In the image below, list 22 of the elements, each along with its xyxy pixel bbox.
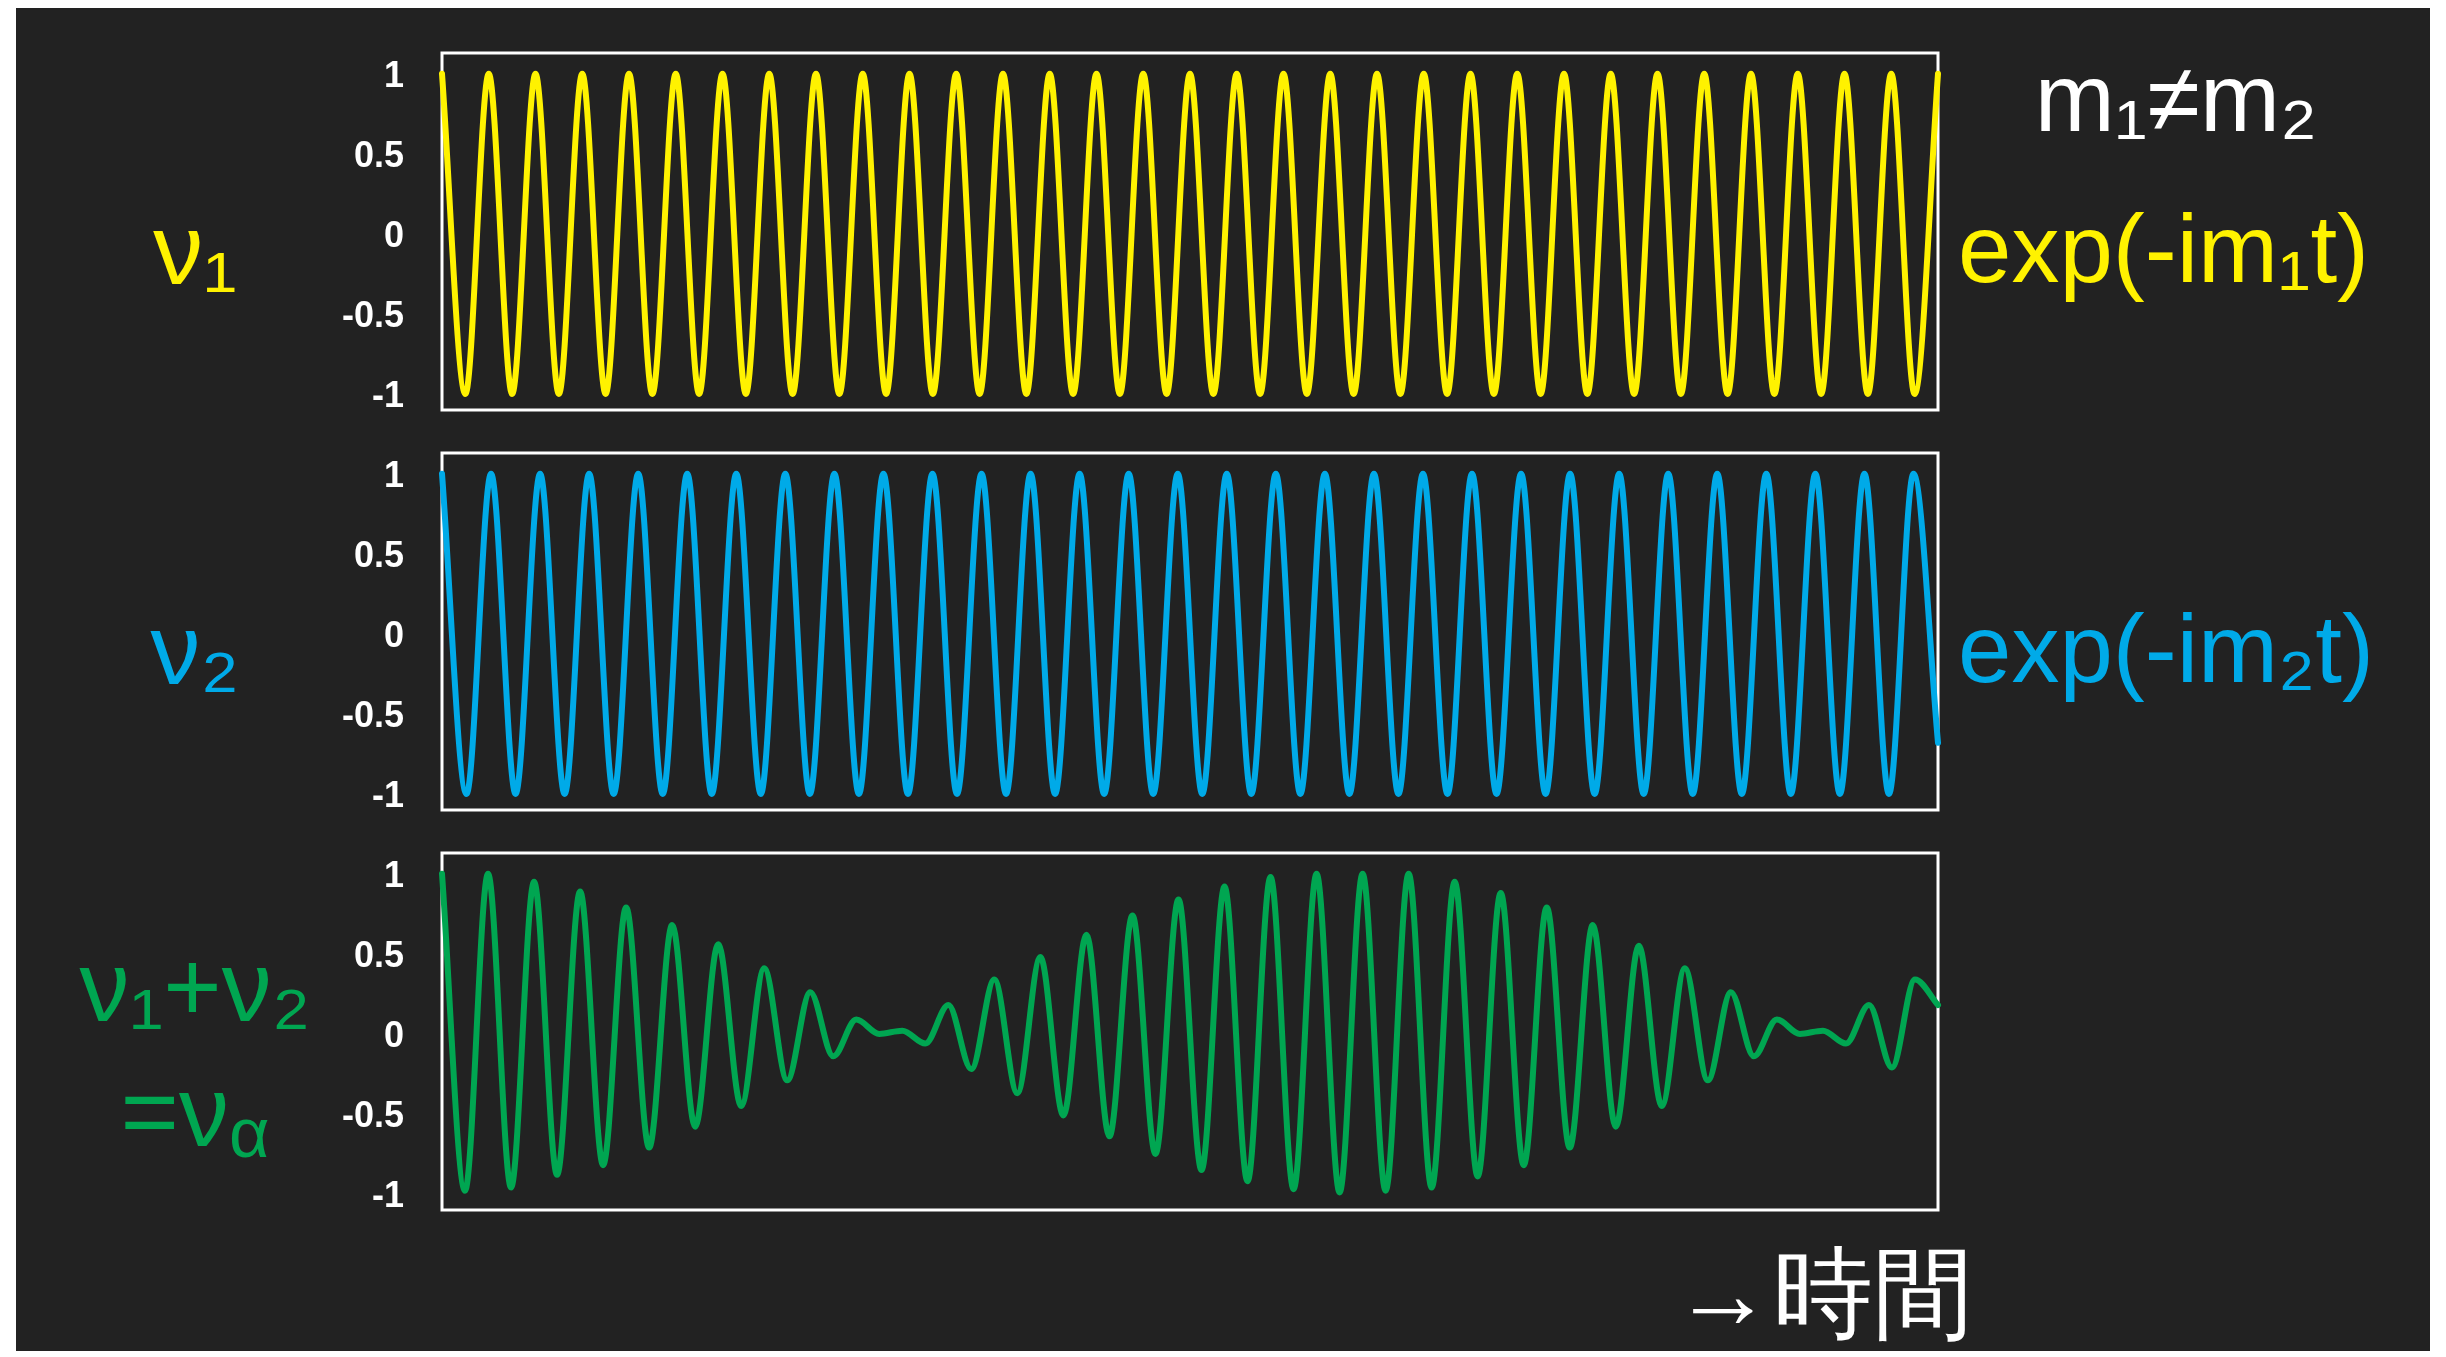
y-tick-label: -1 [371,773,404,815]
y-tick-label: 0 [383,613,404,655]
y-tick-label: 1 [383,53,404,95]
y-tick-label: 1 [383,453,404,495]
y-tick-label: -0.5 [341,293,404,335]
y-tick-label: 0.5 [353,133,404,175]
y-tick-label: 0 [383,213,404,255]
y-axis-title: ν₁+ν₂ =ν$_{α}$ [79,930,311,1172]
y-axis-title: ν₁ [153,192,237,305]
x-axis-title: →時間 [1673,1237,1973,1349]
y-tick-label: 0 [383,1013,404,1055]
y-tick-label: -0.5 [341,1093,404,1135]
y-tick-label: -1 [371,1173,404,1215]
y-tick-label: 0.5 [353,933,404,975]
series-label: exp(-im₂t) [1958,594,2374,701]
y-axis-title: ν₂ [150,592,240,705]
series-label: exp(-im₁t) [1958,194,2370,301]
y-tick-label: 0.5 [353,533,404,575]
y-tick-label: 1 [383,853,404,895]
y-tick-label: -0.5 [341,693,404,735]
y-tick-label: -1 [371,373,404,415]
text: m₁≠m₂ [2034,43,2318,151]
